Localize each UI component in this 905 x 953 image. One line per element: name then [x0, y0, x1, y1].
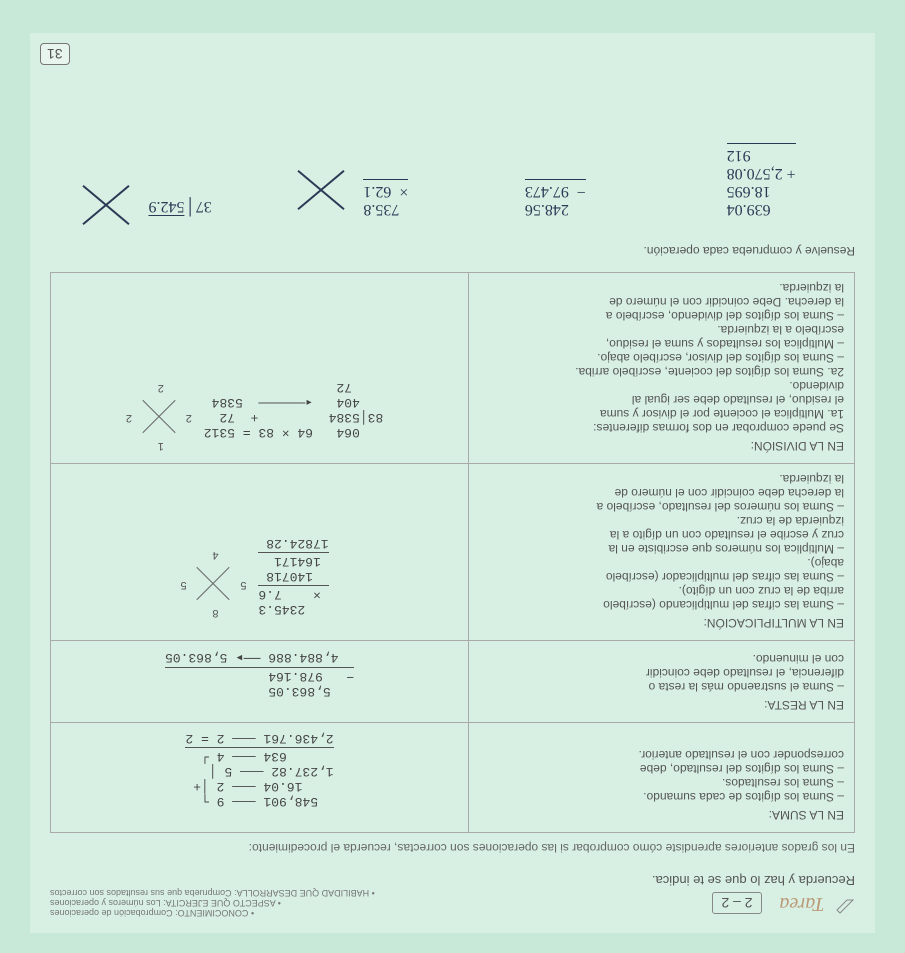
- page-number: 31: [40, 43, 70, 65]
- suma-example: 548,901 ——— 9 ┐ 16.04 ——— 2 │+ 1,237.82 …: [51, 723, 469, 833]
- cross-mark-icon: [291, 161, 351, 221]
- mult-text: EN LA MULTIPLICACIÓN: – Suma las cifras …: [469, 464, 855, 641]
- resta-example: 5,863.05 − 978.164 4,884.886 ──▸ 5,863.0…: [51, 641, 469, 723]
- resta-text: EN LA RESTA: – Suma el sustraendo más la…: [469, 641, 855, 723]
- cross-icon: 8 5 5 4: [190, 561, 236, 607]
- suma-text: EN LA SUMA: – Suma los dígitos de cada s…: [469, 723, 855, 833]
- bullet: HABILIDAD QUE DESARROLLA: Comprueba que …: [50, 888, 375, 898]
- mult-example: 2345.3 × 7.6 140718 164171 17824.28 8 5 …: [51, 464, 469, 641]
- tarea-label: Tarea: [779, 893, 824, 915]
- header-left: Tarea 2 – 2 Recuerda y haz lo que se te …: [652, 863, 855, 918]
- bullet: CONOCIMIENTO: Comprobación de operacione…: [50, 908, 375, 918]
- skills-table: EN LA SUMA: – Suma los dígitos de cada s…: [50, 272, 855, 833]
- exercise-row: 639.04 18.695 + 2,570.08 912 248.56 − 97…: [50, 141, 855, 236]
- cross-icon: 1 2 2 2: [136, 395, 182, 441]
- header: Tarea 2 – 2 Recuerda y haz lo que se te …: [50, 863, 855, 918]
- skill-bullets: CONOCIMIENTO: Comprobación de operacione…: [50, 888, 375, 918]
- lesson-badge: 2 – 2: [712, 892, 761, 914]
- exercise-sub: 248.56 − 97.473: [462, 141, 650, 236]
- table-row: EN LA SUMA: – Suma los dígitos de cada s…: [51, 723, 855, 833]
- intro-text: En los grados anteriores aprendiste cómo…: [50, 841, 855, 855]
- worksheet-page: Tarea 2 – 2 Recuerda y haz lo que se te …: [30, 33, 875, 933]
- exercise-div: 37│542.9: [50, 141, 238, 236]
- table-row: EN LA RESTA: – Suma el sustraendo más la…: [51, 641, 855, 723]
- exercise-mul: 735.8 × 62.1: [256, 141, 444, 236]
- cross-mark-icon: [76, 176, 136, 236]
- worksheet-title: Recuerda y haz lo que se te indica.: [652, 873, 855, 888]
- exercise-add: 639.04 18.695 + 2,570.08 912: [667, 141, 855, 236]
- table-row: EN LA DIVISIÓN: Se puede comprobar en do…: [51, 273, 855, 464]
- exercise-prompt: Resuelve y comprueba cada operación.: [50, 244, 855, 258]
- div-text: EN LA DIVISIÓN: Se puede comprobar en do…: [469, 273, 855, 464]
- table-row: EN LA MULTIPLICACIÓN: – Suma las cifras …: [51, 464, 855, 641]
- div-example: 064 64 × 83 = 5312 83│5384 + 72 404 ◂───…: [51, 273, 469, 464]
- pencil-icon: [835, 893, 855, 918]
- bullet: ASPECTO QUE EJERCITA: Los números y oper…: [50, 898, 375, 908]
